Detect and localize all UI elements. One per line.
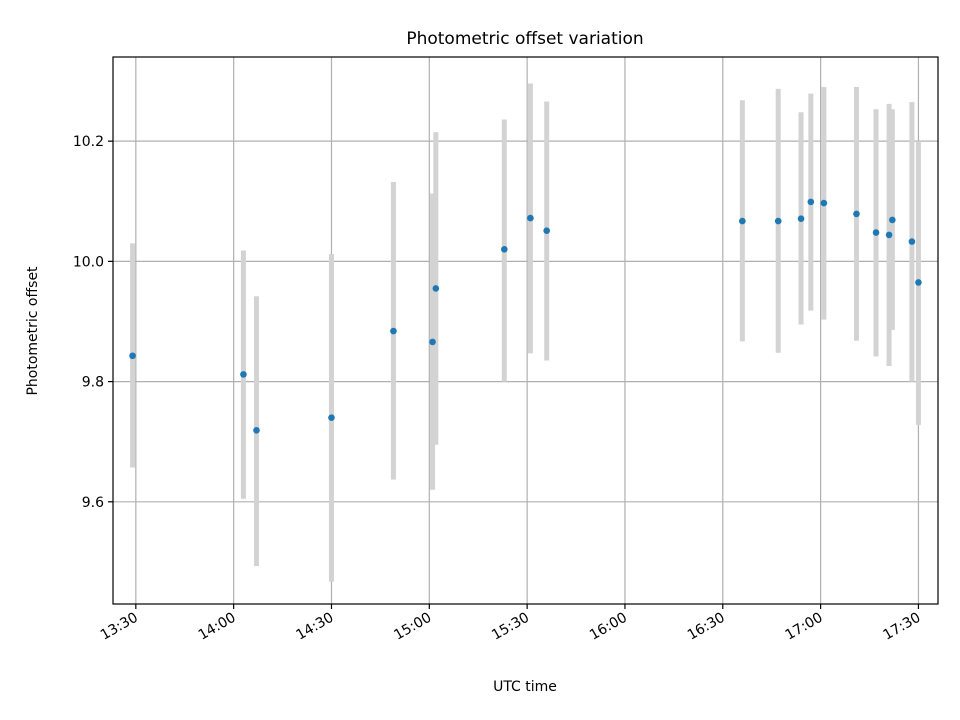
y-axis-ticks: 9.6 9.8 10.0 10.2: [73, 134, 113, 511]
data-point: [390, 327, 397, 335]
x-axis-label: UTC time: [493, 679, 557, 695]
data-point: [328, 414, 335, 421]
data-point: [908, 238, 916, 245]
data-point: [885, 231, 893, 239]
data-point: [429, 338, 436, 346]
y-tick-label: 10.0: [73, 254, 104, 270]
data-points: [129, 198, 922, 434]
y-tick-label: 10.2: [73, 134, 104, 150]
plot-area-frame: [112, 56, 939, 605]
data-point: [739, 217, 746, 225]
data-point: [432, 285, 440, 292]
data-point: [807, 198, 815, 206]
data-point: [797, 215, 805, 222]
data-point: [240, 371, 247, 378]
data-point: [527, 214, 534, 222]
data-point: [129, 352, 136, 360]
y-tick-label: 9.8: [82, 375, 104, 391]
data-point: [889, 216, 896, 224]
data-point: [774, 217, 782, 225]
data-point: [915, 279, 922, 286]
chart-title: Photometric offset variation: [406, 29, 643, 49]
data-point: [820, 199, 828, 207]
data-point: [853, 210, 860, 218]
data-point: [501, 246, 508, 253]
data-point: [253, 426, 260, 434]
data-point: [543, 227, 550, 235]
y-axis-label: Photometric offset: [25, 266, 41, 396]
data-point: [872, 229, 880, 236]
y-tick-label: 9.6: [82, 495, 104, 511]
